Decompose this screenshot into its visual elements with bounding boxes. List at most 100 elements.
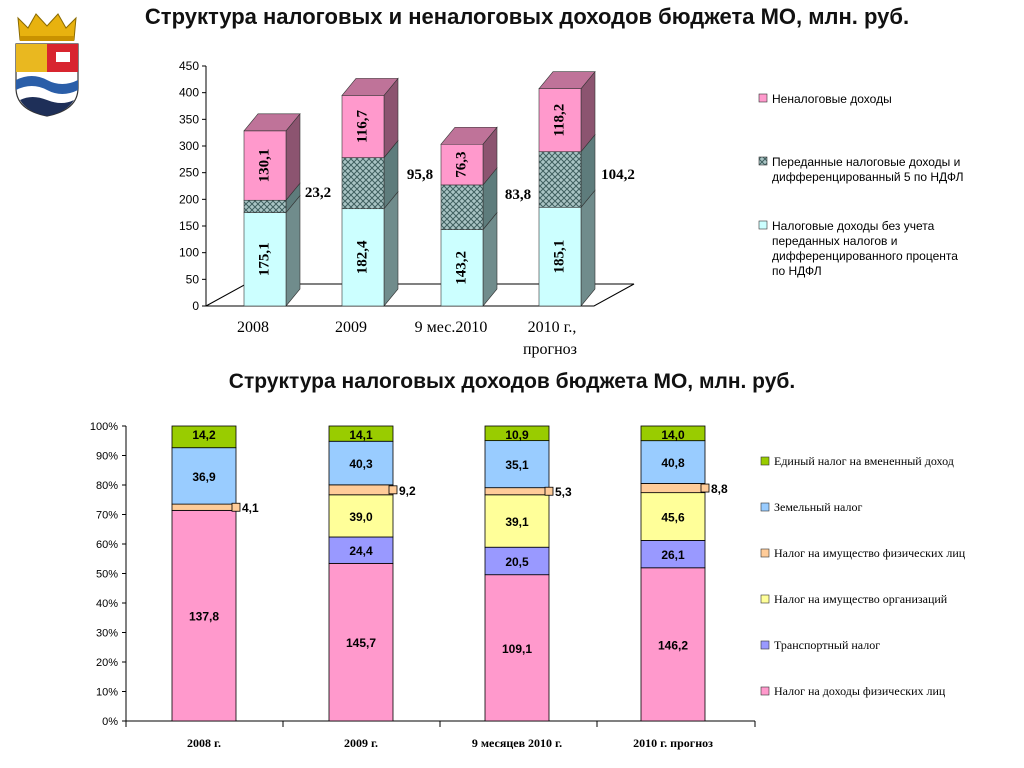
bar-segment [640, 567, 706, 722]
bar-segment [328, 425, 394, 442]
data-label: 10,9 [505, 428, 529, 442]
bar-segment [484, 487, 550, 496]
bar-segment [341, 208, 385, 307]
data-label-marker [700, 483, 710, 493]
bar-segment [328, 536, 394, 564]
bar-segment [328, 562, 394, 722]
data-label-marker [231, 502, 241, 512]
y-tick-label: 10% [96, 687, 118, 699]
bar-segment [440, 143, 484, 186]
data-label: 130,1 [256, 149, 272, 183]
bar-segment [171, 503, 237, 511]
y-tick-label: 20% [96, 657, 118, 669]
bar-segment [243, 130, 287, 201]
data-label: 36,9 [192, 470, 216, 484]
bar-top-face [440, 126, 498, 145]
legend-label: Налог на доходы физических лиц [774, 684, 946, 698]
data-label: 40,3 [349, 457, 373, 471]
legend-swatch [758, 93, 768, 103]
y-tick-label: 70% [96, 510, 118, 522]
data-label: 104,2 [601, 167, 635, 183]
legend-label: Транспортный налог [774, 638, 880, 652]
data-label: 39,1 [505, 515, 529, 529]
data-label: 14,1 [349, 428, 373, 442]
bar-segment [640, 492, 706, 541]
legend-label: дифференцированный 5 по НДФЛ [772, 170, 964, 184]
crown-icon [17, 13, 77, 41]
data-label: 185,1 [551, 240, 567, 274]
chart-1-revenue-structure: 0 50 100 150 200 250 300 350 400 450 175,1 130,1 18… [179, 59, 964, 358]
legend-swatch [760, 640, 770, 650]
legend-label: дифференцированного процента [772, 249, 958, 263]
data-label: 116,7 [354, 110, 370, 143]
x-tick-label: 2009 [335, 319, 367, 336]
y-tick-label: 200 [179, 192, 199, 206]
legend-label: Земельный налог [774, 500, 862, 514]
data-label: 45,6 [661, 511, 685, 525]
y-tick-label: 0% [102, 716, 118, 728]
data-label: 23,2 [305, 185, 331, 201]
data-label: 118,2 [551, 104, 567, 137]
data-label-marker [388, 485, 398, 495]
x-tick-label: 9 месяцев 2010 г. [472, 736, 562, 750]
y-tick-label: 80% [96, 480, 118, 492]
bar-segment [484, 494, 550, 548]
x-tick-label: 2008 [237, 319, 269, 336]
data-label-marker [544, 486, 554, 496]
legend-swatch [760, 502, 770, 512]
data-label: 145,7 [346, 636, 376, 650]
coat-of-arms-emblem [15, 13, 79, 117]
y-tick-label: 300 [179, 139, 199, 153]
y-tick-label: 250 [179, 166, 199, 180]
bar-segment [484, 425, 550, 442]
data-label: 39,0 [349, 510, 373, 524]
data-label: 20,5 [505, 555, 529, 569]
bar-segment [328, 484, 394, 496]
bar-segment [341, 157, 385, 210]
bar-segment [538, 206, 582, 307]
legend-swatch [760, 594, 770, 604]
legend-label: Переданные налоговые доходы и [772, 155, 960, 169]
y-tick-label: 400 [179, 86, 199, 100]
y-tick-label: 100 [179, 246, 199, 260]
bar-segment [440, 229, 484, 307]
bar-segment [484, 574, 550, 722]
x-tick-label: 2010 г. прогноз [633, 736, 713, 750]
y-tick-label: 350 [179, 112, 199, 126]
bar-segment [640, 540, 706, 569]
data-label: 95,8 [407, 167, 433, 183]
x-tick-label: прогноз [523, 341, 577, 358]
x-tick-label: 9 мес.2010 [415, 319, 488, 336]
y-tick-label: 50% [96, 569, 118, 581]
y-tick-label: 40% [96, 598, 118, 610]
bar-segment [171, 447, 237, 505]
bar-segment [640, 425, 706, 442]
legend-label: Единый налог на вмененный доход [774, 454, 954, 468]
bar-segment [640, 440, 706, 484]
chart-2-title: Структура налоговых доходов бюджета МО, … [228, 370, 796, 393]
data-label: 146,2 [658, 638, 688, 652]
bar-segment [328, 440, 394, 486]
data-label: 35,1 [505, 458, 529, 472]
bar-top-face [538, 71, 596, 89]
data-label: 76,3 [453, 151, 469, 177]
data-label: 5,3 [555, 485, 572, 499]
data-label: 8,8 [711, 482, 728, 496]
bar-segment [243, 212, 287, 307]
legend-swatch [758, 156, 768, 166]
data-label: 175,1 [256, 242, 272, 276]
legend-label: Налоговые доходы без учета [772, 219, 935, 233]
bar-segment [538, 88, 582, 153]
legend-label: Неналоговые доходы [772, 92, 892, 106]
bar-segment [440, 184, 484, 230]
y-tick-label: 0 [192, 299, 199, 313]
y-tick-label: 90% [96, 451, 118, 463]
data-label: 9,2 [399, 484, 416, 498]
legend-swatch [760, 548, 770, 558]
legend-label: Налог на имущество организаций [774, 592, 948, 606]
y-tick-label: 50 [186, 272, 200, 286]
data-label: 4,1 [242, 501, 259, 515]
data-label: 137,8 [189, 610, 219, 624]
bar-segment [640, 483, 706, 494]
